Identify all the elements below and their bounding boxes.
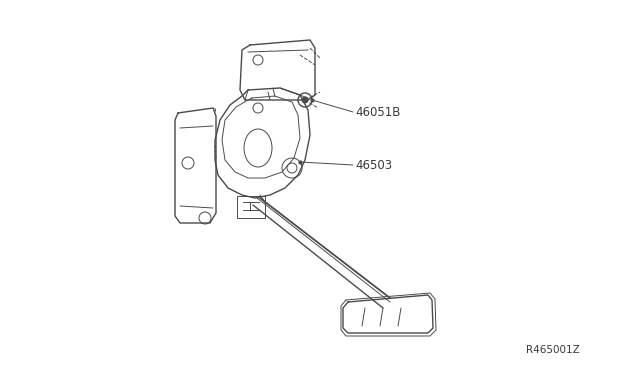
Circle shape bbox=[302, 97, 308, 103]
Text: 46051B: 46051B bbox=[355, 106, 401, 119]
Text: R465001Z: R465001Z bbox=[526, 345, 580, 355]
Text: 46503: 46503 bbox=[355, 158, 392, 171]
